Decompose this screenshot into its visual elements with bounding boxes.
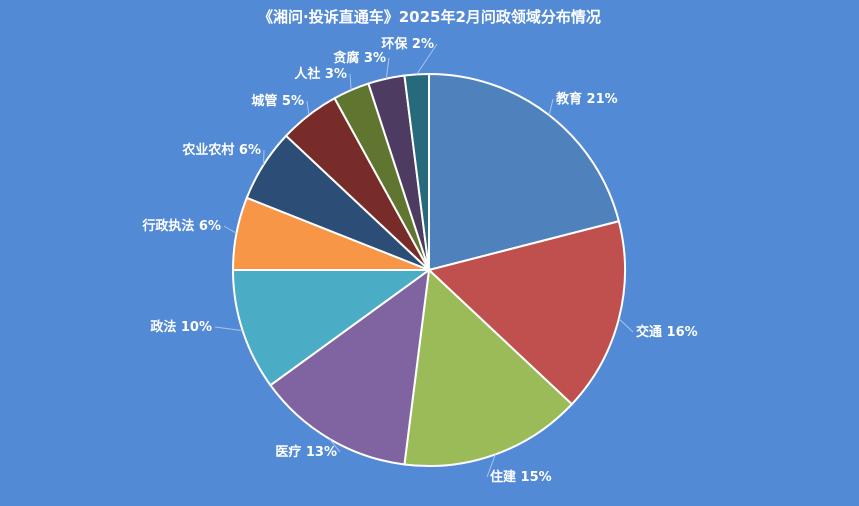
pie-slice-1 <box>428 72 621 272</box>
slice-label-9: 人社 3% <box>294 66 347 82</box>
slice-label-6: 行政执法 6% <box>141 218 221 234</box>
leader-line-4 <box>328 438 341 453</box>
leader-line-6 <box>223 225 237 234</box>
pie-slice-5 <box>231 269 433 387</box>
leader-line-1 <box>548 98 554 116</box>
slice-label-2: 交通 16% <box>636 324 698 340</box>
pie-slice-3 <box>403 267 574 467</box>
slice-label-11: 环保 2% <box>381 36 434 52</box>
slice-label-7: 农业农村 6% <box>181 142 261 158</box>
pie-slice-2 <box>426 220 626 406</box>
chart-title: 《湘问·投诉直通车》2025年2月问政领域分布情况 <box>258 8 601 26</box>
leader-line-8 <box>306 100 310 116</box>
slice-label-10: 贪腐 3% <box>332 50 386 66</box>
leader-line-9 <box>349 73 352 91</box>
leader-line-5 <box>214 326 243 332</box>
leader-line-10 <box>385 57 390 79</box>
slice-label-4: 医疗 13% <box>275 444 337 460</box>
slice-label-3: 住建 15% <box>490 469 552 485</box>
slice-label-8: 城管 5% <box>251 93 304 109</box>
leader-line-2 <box>618 318 634 333</box>
leader-line-11 <box>416 43 438 75</box>
slice-label-5: 政法 10% <box>150 319 212 335</box>
slice-label-1: 教育 21% <box>555 91 618 107</box>
leader-line-3 <box>486 454 496 478</box>
